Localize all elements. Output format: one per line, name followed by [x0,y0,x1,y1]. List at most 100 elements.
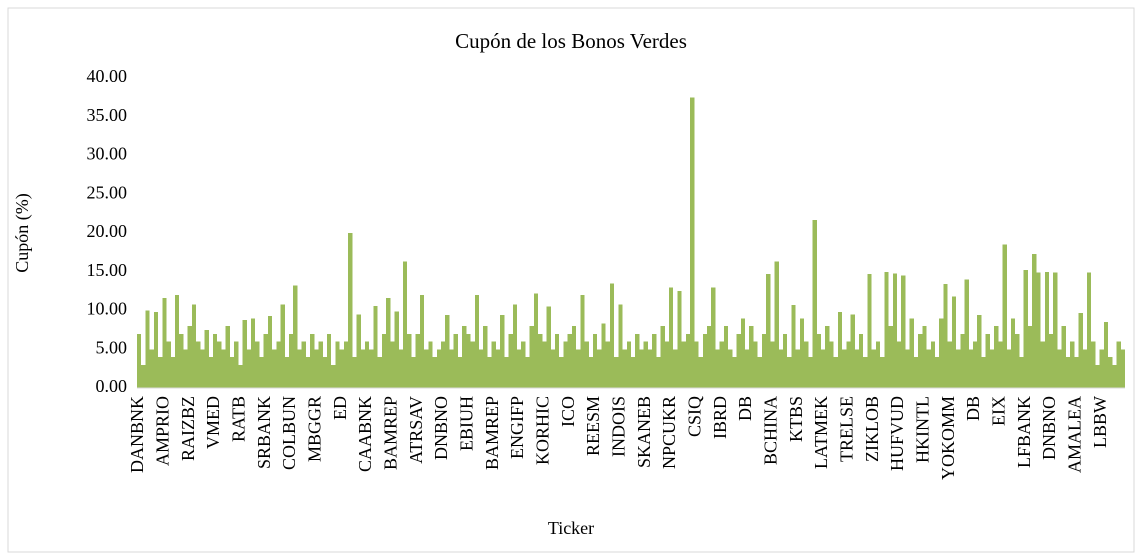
bar [698,357,703,388]
bar [542,341,547,388]
bar [428,341,433,388]
x-tick-label: ED [330,396,350,420]
bar [365,341,370,388]
bar [263,333,268,388]
bar [141,364,146,388]
bar [567,333,572,388]
x-tick-label: COLBUN [279,396,299,470]
bar [255,341,260,388]
bar [1049,333,1054,388]
bar [149,349,154,388]
bar [301,341,306,388]
bar [799,318,805,388]
bar [571,326,577,388]
bar [221,349,226,388]
bar [242,319,247,388]
bar [913,357,919,388]
bar [664,341,669,388]
bar [901,275,906,388]
bar [386,298,391,388]
bar [951,296,957,388]
bar [677,291,682,388]
bar [947,341,952,388]
bar [909,318,914,388]
bar [533,293,539,388]
x-tick-label: ICO [558,396,578,427]
x-axis-label: Ticker [548,518,594,538]
bar [859,333,864,388]
bar [305,357,311,388]
bar [229,357,235,388]
x-tick-label: LFBANK [1014,396,1034,468]
bar [162,298,167,388]
bar [175,295,180,388]
bar [1015,333,1020,388]
bar [166,341,171,388]
bar [867,274,872,388]
bar [1002,244,1007,388]
bar [766,274,771,388]
bar [183,349,188,388]
bar [576,349,581,388]
bar [905,349,910,388]
y-tick-label: 5.00 [96,337,128,357]
x-tick-label: CAABNK [355,396,375,472]
x-tick-label: HKINTL [913,396,933,463]
bar [1074,357,1079,388]
bar [1095,364,1100,388]
bar [369,349,374,388]
bar [884,271,889,388]
bar [487,357,492,388]
bar [504,357,509,388]
bar [512,304,517,388]
bar [284,357,289,388]
bar [398,349,403,388]
x-tick-label: BAMREP [381,396,401,470]
bar [943,284,948,388]
bar [246,349,251,388]
x-tick-label: DANBNK [127,396,147,473]
bar [749,326,754,388]
bar [394,311,399,388]
y-axis-label: Cupón (%) [12,193,33,273]
bar [791,305,796,388]
bar [1065,357,1071,388]
bar [998,341,1003,388]
bar [483,326,488,388]
bar [352,357,357,388]
bar [1082,349,1087,388]
x-tick-label: SRBANK [254,396,274,469]
bar [318,341,323,388]
bar [217,341,222,388]
x-tick-label: AMPRIO [153,396,173,466]
bar [783,333,788,388]
bar [495,349,501,388]
x-tick-label: SKANEB [634,396,654,468]
bar [981,357,986,388]
bar [660,326,665,388]
bar [880,357,885,388]
bar [432,357,437,388]
x-tick-label: KTBS [786,396,806,442]
bar [479,349,484,388]
bar [626,341,631,388]
y-tick-label: 10.00 [87,299,128,319]
bar [580,295,585,388]
x-tick-label: ENGIFP [507,396,527,459]
bar [1053,272,1058,388]
bar [631,357,636,388]
bar [213,333,218,388]
bar [740,318,745,388]
bar [694,341,699,388]
bar [597,349,602,388]
y-tick-label: 35.00 [87,105,128,125]
x-tick-label: REESM [583,396,603,456]
bar [888,326,893,388]
x-tick-label: INDOIS [609,396,629,457]
bar [360,349,365,388]
bar [618,304,623,388]
x-tick-label: DNBNO [1039,396,1059,460]
bar [445,315,450,388]
bar [605,341,610,388]
bar [441,341,446,388]
